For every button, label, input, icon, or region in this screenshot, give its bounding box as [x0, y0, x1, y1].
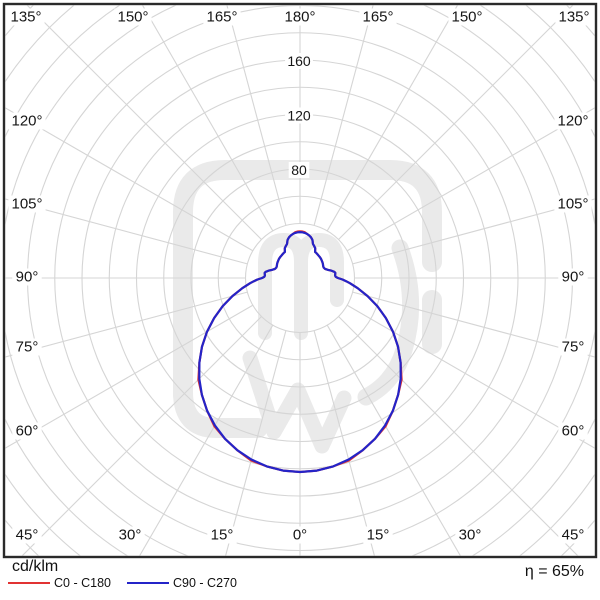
efficiency-label: η = 65% — [524, 563, 584, 580]
angle-label-left-backing — [8, 112, 46, 130]
angle-label-right-backing — [554, 112, 592, 130]
grid-spoke — [5, 291, 248, 358]
c0-c180-legend-label: C0 - C180 — [54, 576, 111, 590]
grid-spoke — [326, 5, 458, 232]
angle-label-top-backing — [448, 8, 486, 26]
angle-label-left: 60° — [16, 423, 39, 440]
angle-label-bottom: 30° — [459, 527, 482, 544]
angle-label-right-backing — [558, 526, 588, 544]
angle-label-top: 150° — [117, 9, 148, 26]
grid-spoke — [313, 5, 374, 226]
angle-label-bottom: 0° — [293, 527, 307, 544]
axis-labels: 135° 150° 165° 180° 165° 150° 135° 120° 105° 90° 7… — [7, 8, 593, 544]
radial-tick-label: 80 — [291, 162, 307, 178]
angle-label-top-backing — [359, 8, 397, 26]
angle-label-top-backing — [7, 8, 45, 26]
c0-c180-line-swatch — [8, 581, 50, 585]
legend-item-c0-c180: C0 - C180 — [8, 575, 111, 591]
angle-label-bottom: 15° — [211, 527, 234, 544]
grid-spoke — [26, 5, 262, 240]
grid-spoke — [226, 5, 287, 226]
watermark-letter-m — [258, 233, 344, 340]
angle-label-left: 105° — [11, 196, 42, 213]
legend-item-c90-c270: C90 - C270 — [127, 575, 237, 591]
radial-tick-label: 120 — [287, 108, 311, 124]
angle-label-left: 45° — [16, 527, 39, 544]
radial-tick-label: 160 — [287, 53, 311, 69]
c90-c270-line-swatch — [127, 581, 169, 585]
angle-label-left-backing — [12, 422, 42, 440]
grid-spoke — [313, 330, 375, 556]
angle-label-top-backing — [281, 8, 319, 26]
angle-label-top: 135° — [558, 9, 589, 26]
angle-label-top-backing — [114, 8, 152, 26]
radial-tick-label-backing — [285, 53, 313, 69]
angle-label-right: 75° — [562, 339, 585, 356]
radial-tick-label-backing — [288, 162, 310, 178]
angle-label-top: 180° — [284, 9, 315, 26]
angle-label-right-backing — [554, 195, 592, 213]
angle-label-left-backing — [8, 195, 46, 213]
grid-spoke — [338, 5, 574, 240]
grid-spoke — [5, 198, 248, 265]
angle-label-right: 90° — [562, 269, 585, 286]
angle-label-left-backing — [12, 268, 42, 286]
grid-spoke — [352, 291, 595, 358]
angle-label-bottom: 15° — [367, 527, 390, 544]
angle-label-bottom: 30° — [119, 527, 142, 544]
unit-label: cd/klm — [12, 558, 59, 575]
angle-label-right-backing — [558, 268, 588, 286]
angle-label-right: 120° — [557, 113, 588, 130]
angle-label-bottom-backing — [115, 526, 145, 544]
curve-c90-c270 — [198, 231, 402, 474]
radial-tick-label-backing — [285, 107, 313, 124]
angle-label-top: 165° — [206, 9, 237, 26]
watermark-frame-stroke — [173, 382, 268, 438]
angle-label-top: 150° — [451, 9, 482, 26]
grid-spoke — [326, 324, 461, 556]
angle-label-left-backing — [12, 526, 42, 544]
angle-label-top-backing — [203, 8, 241, 26]
grid-spoke — [139, 324, 274, 556]
angle-label-right: 45° — [562, 527, 585, 544]
angle-label-left: 75° — [16, 339, 39, 356]
grid-spoke — [225, 330, 287, 556]
angle-label-top: 135° — [10, 9, 41, 26]
angle-label-right-backing — [558, 338, 588, 356]
angle-label-bottom-backing — [289, 526, 311, 544]
angle-label-left: 90° — [16, 269, 39, 286]
angle-label-top-backing — [555, 8, 593, 26]
angle-label-right: 60° — [562, 423, 585, 440]
watermark-zigzag — [242, 350, 352, 454]
grid-spoke — [21, 316, 262, 556]
grid-spoke — [5, 304, 254, 449]
c90-c270-legend-label: C90 - C270 — [173, 576, 237, 590]
angle-label-left-backing — [12, 338, 42, 356]
angle-label-right: 105° — [557, 196, 588, 213]
angle-label-top: 165° — [362, 9, 393, 26]
grid-spoke — [352, 198, 595, 265]
angle-label-bottom-backing — [455, 526, 485, 544]
watermark-ribbon — [357, 239, 420, 406]
intensity-curves — [197, 230, 403, 474]
angle-label-left: 120° — [11, 113, 42, 130]
grid-spoke — [338, 316, 579, 556]
plot-frame — [2, 2, 598, 559]
grid-spoke — [346, 304, 595, 449]
grid-spoke — [142, 5, 274, 232]
angle-label-bottom-backing — [363, 526, 393, 544]
angle-label-bottom-backing — [207, 526, 237, 544]
angle-label-right-backing — [558, 422, 588, 440]
